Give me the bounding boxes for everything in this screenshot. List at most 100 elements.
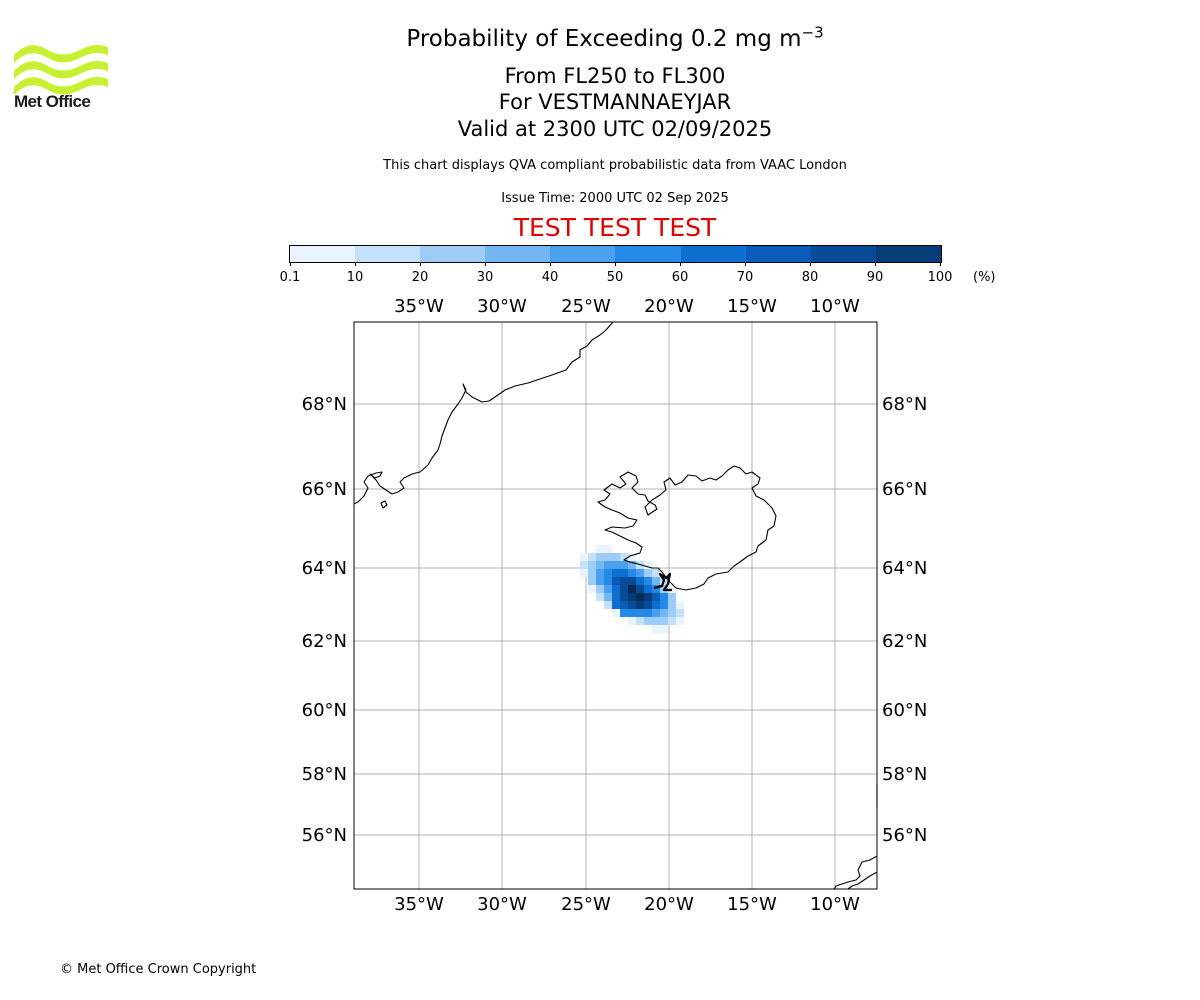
colorbar-segment [745,246,811,262]
plume-cell [620,577,628,585]
plume-cell [596,593,604,601]
colorbar-label: 70 [736,270,754,285]
test-banner: TEST TEST TEST [513,213,717,242]
lat-label: 64°N [882,558,927,579]
colorbar-unit: (%) [973,270,996,285]
plume-cell [652,585,660,593]
plume-cell [604,553,612,561]
plume-cell [612,593,620,601]
plume-cell [604,593,612,601]
plume-cell [596,545,604,553]
lat-label: 60°N [302,700,347,721]
colorbar-label: 100 [927,270,953,285]
colorbar-segment [550,246,616,262]
ash-probability-plume [580,545,684,633]
lat-labels-right: 68°N 66°N 64°N 62°N 60°N 58°N 56°N [882,394,927,846]
lat-label: 58°N [302,764,347,785]
colorbar-tick [355,262,356,266]
lon-label: 35°W [394,296,444,317]
plume-cell [644,593,652,601]
logo-waves-icon [14,44,108,95]
plume-cell [644,609,652,617]
plume-cell [620,593,628,601]
plume-cell [628,601,636,609]
chart-title: Probability of Exceeding 0.2 mg m−3 [0,25,1200,52]
plume-cell [620,609,628,617]
plume-cell [596,577,604,585]
plume-cell [652,609,660,617]
copyright: © Met Office Crown Copyright [60,962,257,977]
plume-cell [668,601,676,609]
plume-cell [588,585,596,593]
greenland-coast [353,321,614,505]
colorbar-segment [290,246,356,262]
plume-cell [612,601,620,609]
lat-label: 60°N [882,700,927,721]
iceland-coast [597,465,777,591]
lon-label: 30°W [477,894,527,915]
lon-label: 15°W [727,296,777,317]
lat-label: 58°N [882,764,927,785]
plume-cell [628,561,636,569]
plume-cell [596,553,604,561]
plume-cell [596,561,604,569]
plume-cell [588,577,596,585]
lon-labels-bottom: 35°W 30°W 25°W 20°W 15°W 10°W [394,894,860,915]
colorbar-label: 80 [801,270,819,285]
plume-cell [668,617,676,625]
plume-cell [588,553,596,561]
plume-cell [644,561,652,569]
plume-cell [628,585,636,593]
title-valid-time: Valid at 2300 UTC 02/09/2025 [457,117,773,141]
vestmannaeyjar-marker [653,572,672,592]
plume-cell [636,609,644,617]
colorbar-tick [420,262,421,266]
colorbar-tick [615,262,616,266]
lon-label: 25°W [561,296,611,317]
plume-cell [628,609,636,617]
plume-cell [620,601,628,609]
colorbar-tick [680,262,681,266]
plume-cell [604,545,612,553]
plume-cell [612,561,620,569]
colorbar-tick [485,262,486,266]
plume-cell [604,601,612,609]
colorbar-segment [810,246,876,262]
lon-label: 10°W [810,296,860,317]
plume-cell [652,569,660,577]
lat-label: 66°N [302,479,347,500]
plume-cell [660,601,668,609]
plume-cell [620,553,628,561]
plume-cell [676,609,684,617]
plume-cell [628,577,636,585]
plume-cell [644,585,652,593]
lon-label: 30°W [477,296,527,317]
met-office-logo [14,44,108,95]
colorbar-label: 90 [866,270,884,285]
plume-cell [612,569,620,577]
plume-cell [636,577,644,585]
plume-cell [676,601,684,609]
plume-cell [612,577,620,585]
lat-label: 64°N [302,558,347,579]
plume-cell [588,569,596,577]
issue-time: Issue Time: 2000 UTC 02 Sep 2025 [501,191,729,206]
plume-cell [636,585,644,593]
colorbar-tick [810,262,811,266]
plume-cell [604,585,612,593]
scotland-coast [833,784,878,890]
lat-label: 68°N [882,394,927,415]
plume-cell [652,625,660,633]
plume-cell [620,569,628,577]
colorbar-label: 30 [476,270,494,285]
plume-cell [612,553,620,561]
colorbar-tick [550,262,551,266]
plume-cell [580,561,588,569]
lat-label: 66°N [882,479,927,500]
plume-cell [644,577,652,585]
plume-cell [636,593,644,601]
plume-cell [644,569,652,577]
plume-cell [628,569,636,577]
plume-cell [628,593,636,601]
